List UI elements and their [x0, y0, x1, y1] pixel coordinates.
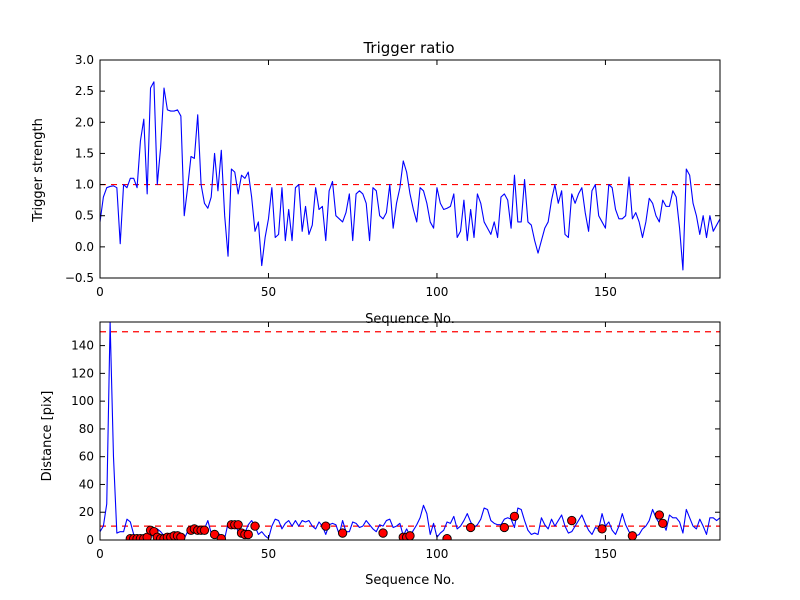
x-tick-label: 0	[96, 547, 104, 561]
data-marker	[243, 529, 253, 540]
y-tick-label: 0	[86, 533, 94, 547]
x-tick-label: 150	[594, 285, 617, 299]
data-marker	[176, 532, 186, 540]
x-tick-label: 50	[261, 285, 276, 299]
y-tick-label: 80	[79, 422, 94, 436]
data-marker	[567, 515, 577, 526]
data-marker	[405, 531, 415, 540]
data-marker	[321, 521, 331, 531]
data-marker	[233, 520, 243, 530]
chart-title: Trigger ratio	[362, 39, 454, 57]
data-marker	[466, 522, 476, 533]
series-line	[100, 81, 720, 271]
y-tick-label: 140	[71, 339, 94, 353]
y-tick-label: 40	[79, 477, 94, 491]
data-marker	[442, 533, 452, 540]
plot-area: 0 50 100 150 −0.5 0.0 0.5 1.0 1.5 2.0 2.5 3.0	[65, 53, 721, 299]
y-tick-label: 120	[71, 366, 94, 380]
plot-content	[100, 81, 720, 271]
x-tick-label: 100	[426, 547, 449, 561]
data-marker	[597, 524, 607, 534]
distance-chart: Sequence No. Distance [pix] 0 50 100 150 0 20…	[40, 321, 721, 588]
data-marker	[378, 528, 388, 538]
y-tick-label: 100	[71, 394, 94, 408]
plot-area: 0 50 100 150 0 20 40 60 80 100 120 140	[71, 321, 721, 561]
y-tick-label: 2.0	[75, 115, 94, 129]
x-axis-label: Sequence No.	[365, 573, 455, 588]
y-tick-label: 2.5	[75, 84, 94, 98]
plot-frame	[99, 321, 721, 541]
x-tick-label: 0	[96, 285, 104, 299]
data-marker	[216, 533, 226, 540]
y-tick-label: 0.5	[75, 209, 94, 223]
plot-content	[100, 322, 720, 540]
data-marker	[627, 531, 638, 540]
x-tick-label: 150	[594, 547, 617, 561]
y-tick-label: 1.5	[75, 146, 94, 160]
data-marker	[250, 521, 260, 531]
y-tick-label: 1.0	[75, 178, 94, 192]
data-marker	[337, 528, 348, 538]
y-tick-label: 3.0	[75, 53, 94, 67]
data-marker	[199, 525, 210, 535]
trigger-ratio-chart: Trigger ratio Sequence No. Trigger stren…	[31, 39, 721, 327]
plot-frame	[99, 59, 721, 279]
y-axis-label: Distance [pix]	[40, 391, 55, 482]
data-marker	[509, 511, 520, 522]
x-tick-label: 100	[426, 285, 449, 299]
y-tick-label: 20	[79, 505, 94, 519]
y-tick-label: 0.0	[75, 240, 94, 254]
y-tick-label: −0.5	[65, 271, 94, 285]
data-marker	[658, 518, 668, 528]
x-axis-label: Sequence No.	[365, 312, 455, 327]
data-marker	[499, 522, 509, 533]
data-marker	[654, 510, 664, 520]
x-tick-label: 50	[261, 547, 276, 561]
y-axis-label: Trigger strength	[31, 118, 46, 223]
data-marker	[209, 529, 220, 540]
y-tick-label: 60	[79, 450, 94, 464]
